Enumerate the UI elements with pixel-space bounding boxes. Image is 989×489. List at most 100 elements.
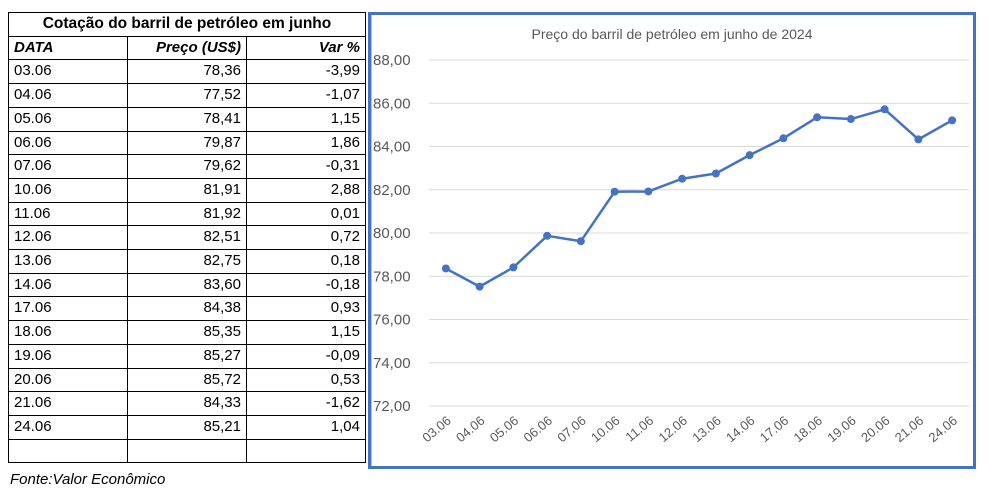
cell-date: 06.06 xyxy=(8,130,128,156)
x-tick-label: 20.06 xyxy=(858,413,893,445)
table-row-empty xyxy=(8,438,366,464)
data-point xyxy=(745,151,754,160)
cell-date: 20.06 xyxy=(8,367,128,393)
cell-price: 85,27 xyxy=(127,343,247,369)
y-tick-label: 80,00 xyxy=(373,225,411,242)
cell-price: 78,36 xyxy=(127,59,247,85)
cell-date: 07.06 xyxy=(8,154,128,179)
table-row: 13.06 82,75 0,18 xyxy=(8,249,366,274)
data-point xyxy=(576,237,585,246)
x-tick-label: 14.06 xyxy=(723,413,758,445)
header-variation: Var % xyxy=(246,35,366,61)
x-tick-label: 06.06 xyxy=(520,413,555,445)
data-point xyxy=(610,187,619,196)
x-tick-label: 05.06 xyxy=(487,413,522,445)
cell-date: 03.06 xyxy=(8,59,128,85)
cell-price: 78,41 xyxy=(127,106,247,132)
cell-variation: -1,62 xyxy=(246,391,366,416)
data-point xyxy=(509,263,518,272)
x-tick-label: 24.06 xyxy=(925,413,960,445)
table-row: 19.06 85,27 -0,09 xyxy=(8,343,366,369)
cell-variation: -3,99 xyxy=(246,59,366,85)
cell-variation: 0,93 xyxy=(246,296,366,322)
y-tick-label: 78,00 xyxy=(373,268,411,285)
table-row: 07.06 79,62 -0,31 xyxy=(8,154,366,179)
cell-price: 85,35 xyxy=(127,320,247,345)
x-tick-label: 03.06 xyxy=(419,413,454,445)
cell-price: 82,75 xyxy=(127,249,247,274)
cell-date: 04.06 xyxy=(8,83,128,108)
cell-price: 82,51 xyxy=(127,225,247,251)
data-point xyxy=(948,116,957,125)
source-note: Fonte:Valor Econômico xyxy=(10,471,166,488)
table-row: 03.06 78,36 -3,99 xyxy=(8,59,366,85)
data-point xyxy=(475,282,484,291)
series-line xyxy=(445,108,953,288)
cell-variation: 1,15 xyxy=(246,106,366,132)
cell-variation: -0,18 xyxy=(246,272,366,298)
price-table: Cotação do barril de petróleo em junho D… xyxy=(8,12,366,464)
table-row: 11.06 81,92 0,01 xyxy=(8,201,366,227)
y-tick-label: 88,00 xyxy=(373,52,411,69)
data-point xyxy=(880,105,889,114)
data-point xyxy=(779,134,788,143)
header-date: DATA xyxy=(8,35,128,61)
table-row: 05.06 78,41 1,15 xyxy=(8,106,366,132)
x-tick-label: 21.06 xyxy=(892,413,927,445)
table-row: 12.06 82,51 0,72 xyxy=(8,225,366,251)
cell-variation: 1,86 xyxy=(246,130,366,156)
cell-date: 19.06 xyxy=(8,343,128,369)
line-chart: Preço do barril de petróleo em junho de … xyxy=(371,15,969,466)
cell-date: 14.06 xyxy=(8,272,128,298)
cell-variation: -1,07 xyxy=(246,83,366,108)
cell-price: 81,92 xyxy=(127,201,247,227)
cell-variation: 2,88 xyxy=(246,177,366,203)
x-tick-label: 04.06 xyxy=(453,413,488,445)
table-row: 10.06 81,91 2,88 xyxy=(8,177,366,203)
x-tick-label: 19.06 xyxy=(824,413,859,445)
cell-price: 79,87 xyxy=(127,130,247,156)
cell-variation: 1,15 xyxy=(246,320,366,345)
x-tick-label: 10.06 xyxy=(588,413,623,445)
cell-date: 10.06 xyxy=(8,177,128,203)
cell-date: 05.06 xyxy=(8,106,128,132)
cell-date: 21.06 xyxy=(8,391,128,416)
table-row: 17.06 84,38 0,93 xyxy=(8,296,366,322)
chart-title: Preço do barril de petróleo em junho de … xyxy=(532,26,813,42)
table-row: 21.06 84,33 -1,62 xyxy=(8,391,366,416)
cell-variation: 0,53 xyxy=(246,367,366,393)
empty-cell xyxy=(8,438,128,464)
cell-price: 79,62 xyxy=(127,154,247,179)
cell-variation: 1,04 xyxy=(246,414,366,440)
cell-variation: 0,01 xyxy=(246,201,366,227)
cell-variation: 0,72 xyxy=(246,225,366,251)
table-title: Cotação do barril de petróleo em junho xyxy=(8,12,366,37)
cell-price: 77,52 xyxy=(127,83,247,108)
data-point xyxy=(846,115,855,124)
empty-cell xyxy=(127,438,247,464)
cell-date: 17.06 xyxy=(8,296,128,322)
empty-cell xyxy=(246,438,366,464)
y-tick-label: 82,00 xyxy=(373,182,411,199)
y-tick-label: 76,00 xyxy=(373,312,411,329)
x-tick-label: 13.06 xyxy=(689,413,724,445)
data-point xyxy=(543,231,552,240)
data-point xyxy=(441,264,450,273)
data-point xyxy=(711,169,720,178)
data-point xyxy=(813,113,822,122)
cell-variation: -0,31 xyxy=(246,154,366,179)
x-tick-label: 17.06 xyxy=(757,413,792,445)
table-body: 03.06 78,36 -3,99 04.06 77,52 -1,07 05.06 78,41… xyxy=(8,59,366,464)
table-row: 04.06 77,52 -1,07 xyxy=(8,83,366,108)
cell-date: 13.06 xyxy=(8,249,128,274)
x-tick-label: 07.06 xyxy=(554,413,589,445)
data-point xyxy=(644,187,653,196)
x-tick-label: 18.06 xyxy=(790,413,825,445)
table-row: 20.06 85,72 0,53 xyxy=(8,367,366,393)
cell-price: 83,60 xyxy=(127,272,247,298)
y-tick-label: 84,00 xyxy=(373,139,411,156)
cell-price: 85,21 xyxy=(127,414,247,440)
cell-variation: 0,18 xyxy=(246,249,366,274)
header-price: Preço (US$) xyxy=(127,35,247,61)
table-row: 14.06 83,60 -0,18 xyxy=(8,272,366,298)
